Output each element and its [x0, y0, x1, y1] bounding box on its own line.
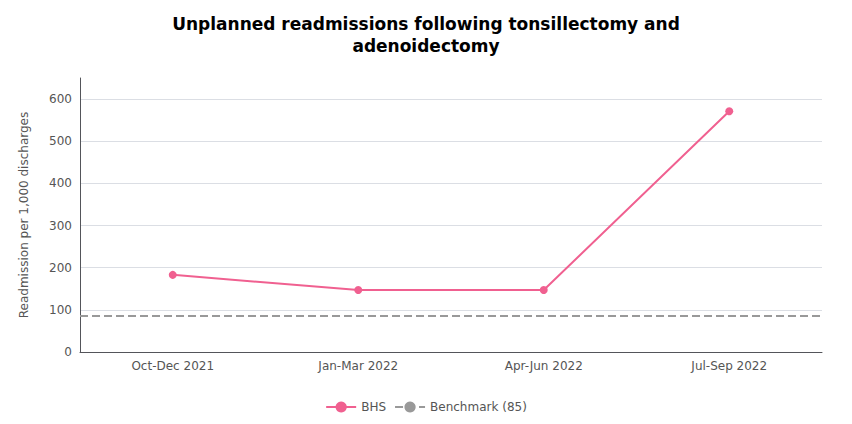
svg-text:200: 200 [49, 261, 72, 275]
svg-text:BHS: BHS [361, 400, 386, 414]
svg-text:400: 400 [49, 176, 72, 190]
svg-text:Unplanned readmissions followi: Unplanned readmissions following tonsill… [172, 14, 680, 34]
svg-text:Oct-Dec 2021: Oct-Dec 2021 [131, 359, 214, 373]
svg-text:300: 300 [49, 219, 72, 233]
svg-text:600: 600 [49, 92, 72, 106]
svg-text:Apr-Jun 2022: Apr-Jun 2022 [505, 359, 583, 373]
svg-text:0: 0 [64, 345, 72, 359]
svg-text:adenoidectomy: adenoidectomy [352, 36, 499, 56]
svg-text:Benchmark (85): Benchmark (85) [430, 400, 527, 414]
svg-text:100: 100 [49, 303, 72, 317]
svg-text:Jul-Sep 2022: Jul-Sep 2022 [690, 359, 767, 373]
svg-text:500: 500 [49, 134, 72, 148]
svg-text:Readmission per 1,000 discharg: Readmission per 1,000 discharges [17, 112, 31, 318]
svg-text:Jan-Mar 2022: Jan-Mar 2022 [317, 359, 398, 373]
